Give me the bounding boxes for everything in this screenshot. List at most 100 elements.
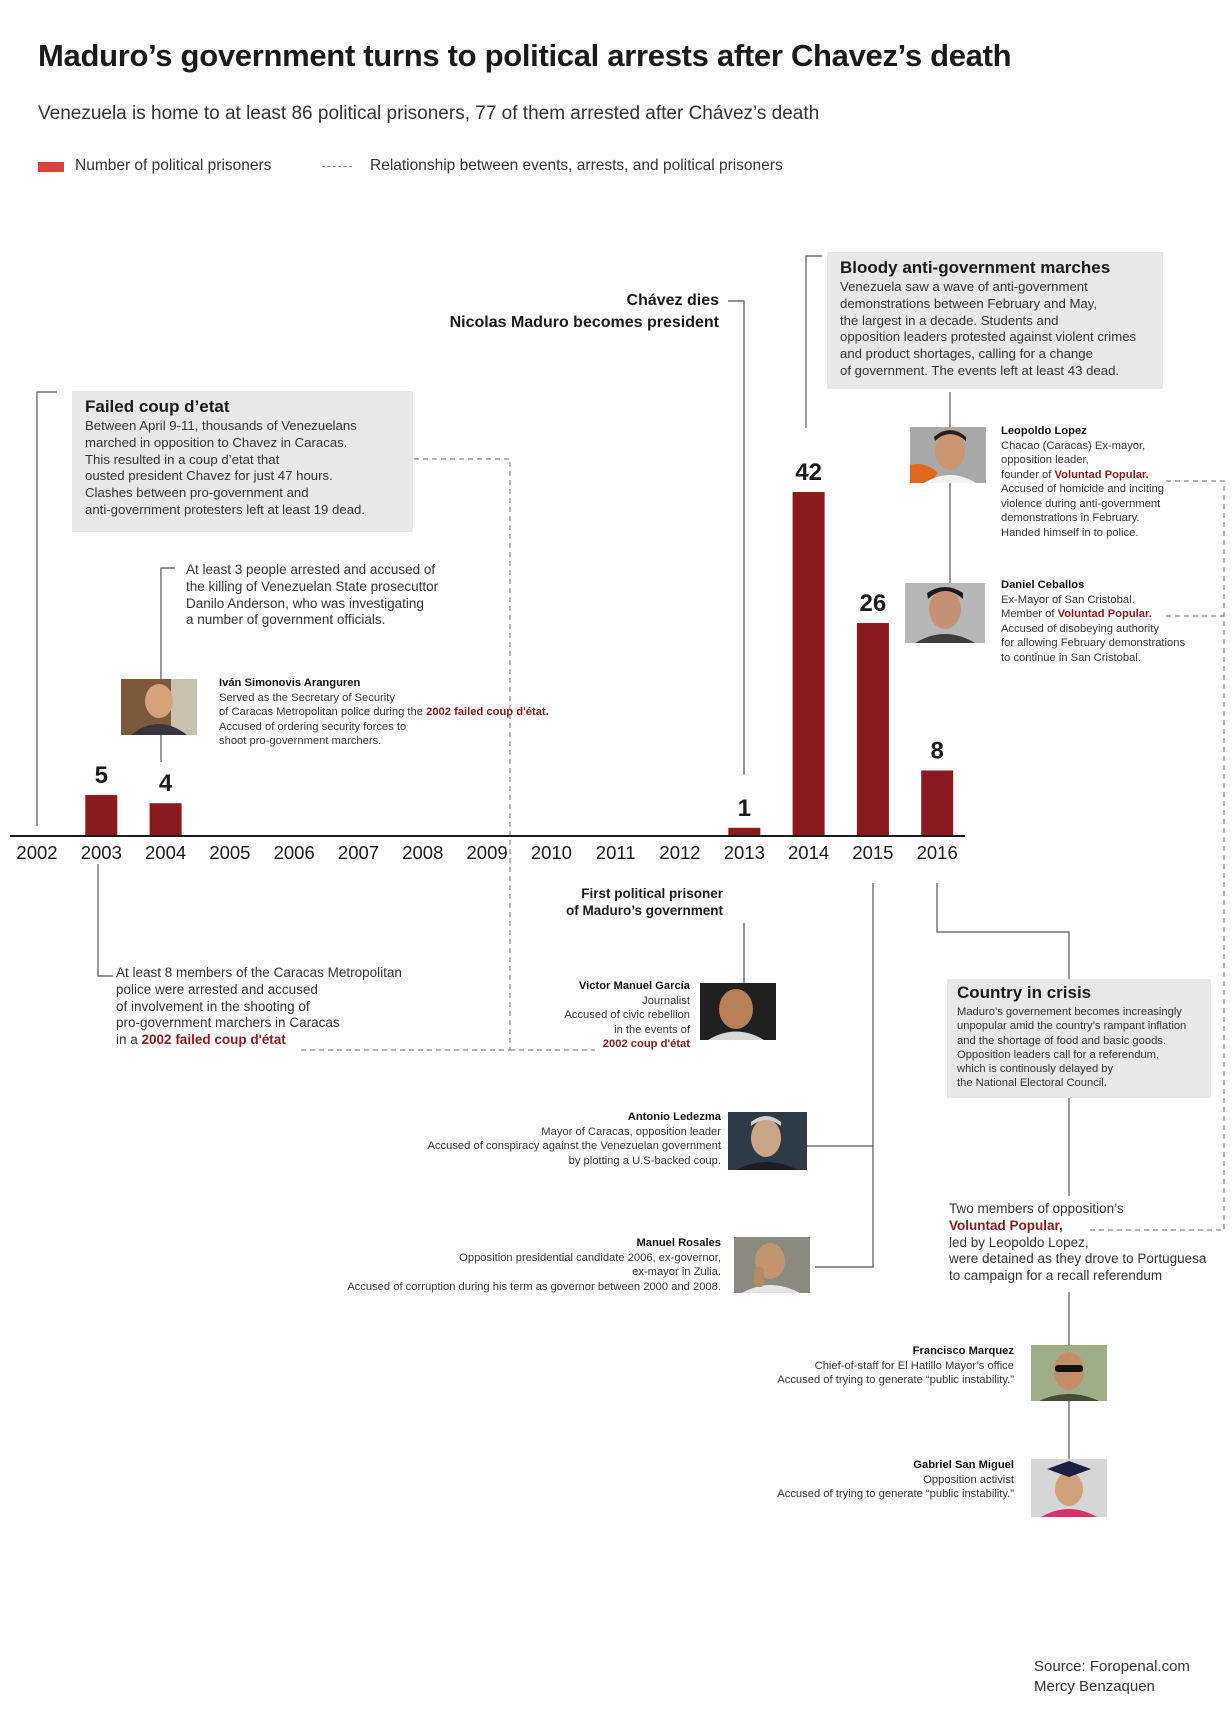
bar-2015	[856, 623, 889, 836]
marches-body-line: of government. The events left at least …	[840, 362, 1120, 378]
x-tick-2014: 2014	[788, 842, 829, 863]
annotation-line: the killing of Venezuelan State prosecut…	[186, 578, 439, 594]
marquez-name: Francisco Marquez	[912, 1345, 1014, 1357]
annotation-line: in a 2002 failed coup d'état	[116, 1032, 402, 1049]
garcia-highlight: 2002 coup d'état	[602, 1038, 690, 1050]
lopez-line: violence during anti-government	[1001, 497, 1161, 510]
chart-title: Maduro’s government turns to political a…	[38, 38, 1012, 73]
author-line: Mercy Benzaquen	[1034, 1678, 1155, 1695]
ceballos-name: Daniel Ceballos	[1001, 579, 1085, 591]
marches-box: Bloody anti-government marches Venezuela…	[827, 252, 1163, 389]
coup-body-line: anti-government protesters left at least…	[85, 501, 366, 517]
photo-lopez	[910, 427, 986, 483]
ceballos-line: to continue in San Cristobal.	[1001, 651, 1141, 664]
bar-2013	[728, 827, 761, 836]
annotation-line: a number of government officials.	[186, 612, 386, 628]
photo-simonovis	[121, 679, 197, 735]
marquez-line: Chief-of-staff for El Hatillo Mayor’s of…	[814, 1359, 1014, 1372]
value-label-2003: 5	[95, 762, 108, 789]
annotation-line: of involvement in the shooting of	[116, 998, 310, 1014]
value-label-2004: 4	[159, 770, 173, 797]
event-chavez-dies: Chávez dies Nicolas Maduro becomes presi…	[450, 290, 719, 334]
garcia-name: Victor Manuel García	[578, 980, 690, 992]
x-tick-2003: 2003	[81, 842, 122, 863]
crisis-box: Country in crisis Maduro’s governement b…	[947, 979, 1211, 1098]
annotation-highlight: Voluntad Popular,	[949, 1217, 1063, 1233]
sanmiguel-caption: Gabriel San Miguel Opposition activist A…	[777, 1458, 1014, 1502]
crisis-body-line: Maduro’s governement becomes increasingl…	[957, 1006, 1182, 1018]
annotation-line: pro-government marchers in Caracas	[116, 1015, 340, 1031]
simonovis-line: of Caracas Metropolitan police during th…	[219, 705, 549, 720]
lopez-line: Accused of homicide and inciting	[1001, 483, 1164, 495]
coup-box: Failed coup d’etat Between April 9-11, t…	[72, 391, 413, 532]
annotation-line: Two members of opposition’s	[949, 1201, 1124, 1216]
annotation-line: were detained as they drove to Portugues…	[949, 1251, 1207, 1267]
legend-dashed-label: Relationship between events, arrests, an…	[370, 157, 783, 174]
event-line: Chávez dies	[626, 292, 719, 309]
lopez-name: Leopoldo Lopez	[1001, 425, 1087, 437]
x-tick-2013: 2013	[724, 842, 765, 863]
ceballos-text: Member of	[1001, 608, 1058, 620]
marquez-line: Accused of trying to generate “public in…	[777, 1374, 1014, 1386]
dash-coup-link	[300, 458, 511, 1051]
first-prisoner-line: First political prisoner	[581, 886, 723, 901]
ledezma-line: Accused of conspiracy against the Venezu…	[427, 1140, 721, 1152]
annotation-line: At least 8 members of the Caracas Metrop…	[116, 965, 402, 980]
lopez-line: Chacao (Caracas) Ex-mayor,	[1001, 439, 1146, 452]
x-tick-2002: 2002	[16, 842, 57, 863]
coup-body-line: This resulted in a coup d’etat that	[85, 451, 280, 467]
x-tick-2005: 2005	[209, 842, 250, 863]
dash-vp-link	[1090, 480, 1225, 1231]
crisis-body-line: the National Electoral Council.	[957, 1077, 1107, 1090]
rosales-line: Accused of corruption during his term as…	[347, 1280, 721, 1293]
connector-chavez	[728, 300, 745, 775]
legend-bars-label: Number of political prisoners	[75, 157, 272, 174]
lopez-highlight: Voluntad Popular.	[1054, 468, 1149, 481]
crisis-body-line: unpopular amid the country’s rampant inf…	[957, 1020, 1187, 1033]
legend-bar-swatch	[38, 162, 64, 172]
connector-marches	[805, 255, 822, 428]
source-line: Source: Foropenal.com	[1034, 1658, 1190, 1675]
crisis-body: Maduro’s governement becomes increasingl…	[957, 1005, 1186, 1091]
ceballos-line: Ex-Mayor of San Cristobal.	[1001, 593, 1135, 606]
annotation-line: Danilo Anderson, who was investigating	[186, 595, 424, 611]
x-tick-2007: 2007	[338, 842, 379, 863]
x-tick-2011: 2011	[596, 842, 636, 863]
ledezma-name: Antonio Ledezma	[627, 1111, 721, 1123]
bar-chart: 2002 5 2003 4 2004 2005 2006 2007 2008 2009 2010 20…	[10, 459, 965, 863]
photo-marquez	[1031, 1345, 1107, 1401]
x-tick-2009: 2009	[467, 842, 508, 863]
annotation-highlight: 2002 failed coup d'état	[141, 1032, 286, 1048]
simonovis-line: Served as the Secretary of Security	[219, 691, 395, 704]
simonovis-name: Iván Simonovis Aranguren	[219, 677, 361, 689]
coup-body-line: Between April 9-11, thousands of Venezue…	[85, 418, 357, 433]
value-label-2013: 1	[738, 795, 751, 822]
marches-body-line: opposition leaders protested against vio…	[840, 329, 1137, 345]
marches-body: Venezuela saw a wave of anti-government …	[840, 279, 1136, 380]
value-label-2016: 8	[931, 737, 944, 764]
x-tick-2008: 2008	[402, 842, 443, 863]
ceballos-line: for allowing February demonstrations	[1001, 637, 1186, 649]
lopez-line: founder of Voluntad Popular.	[1001, 468, 1164, 483]
annotation-2003-arrests: At least 8 members of the Caracas Metrop…	[116, 965, 402, 1049]
lopez-line: opposition leader,	[1001, 454, 1089, 466]
photo-sanmiguel	[1031, 1459, 1107, 1517]
photo-ledezma	[728, 1112, 807, 1170]
photo-ceballos	[905, 583, 985, 643]
lopez-line: Handed himself in to police.	[1001, 526, 1139, 539]
ceballos-line: Member of Voluntad Popular.	[1001, 607, 1185, 622]
connector-2002	[36, 391, 57, 826]
garcia-line: Accused of civic rebellion	[564, 1009, 690, 1021]
value-label-2014: 42	[795, 459, 822, 486]
simonovis-highlight: 2002 failed coup d'état.	[426, 706, 549, 718]
x-tick-2015: 2015	[852, 842, 893, 863]
ledezma-line: Mayor of Caracas, opposition leader	[541, 1125, 721, 1138]
annotation-line: police were arrested and accused	[116, 981, 318, 997]
x-tick-2016: 2016	[917, 842, 958, 863]
marches-body-line: the largest in a decade. Students and	[840, 312, 1059, 328]
rosales-line: Opposition presidential candidate 2006, …	[459, 1251, 721, 1264]
ledezma-line: by plotting a U.S-backed coup.	[568, 1154, 721, 1167]
garcia-line: in the events of	[614, 1023, 690, 1036]
sanmiguel-line: Opposition activist	[923, 1473, 1014, 1486]
